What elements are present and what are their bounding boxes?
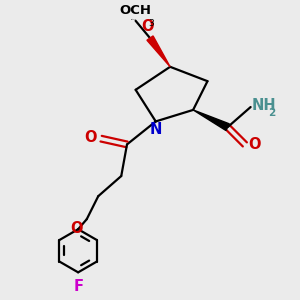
Text: O: O — [142, 19, 154, 34]
Polygon shape — [147, 36, 170, 67]
Text: F: F — [73, 279, 83, 294]
Polygon shape — [193, 110, 229, 130]
Text: OCH: OCH — [120, 4, 152, 17]
Text: O: O — [84, 130, 97, 145]
Text: O: O — [248, 137, 261, 152]
Text: N: N — [150, 122, 162, 137]
Text: methoxy: methoxy — [131, 19, 137, 20]
Text: O: O — [70, 220, 83, 236]
Text: NH: NH — [252, 98, 277, 113]
Text: 3: 3 — [148, 20, 154, 28]
Text: 2: 2 — [268, 109, 276, 118]
